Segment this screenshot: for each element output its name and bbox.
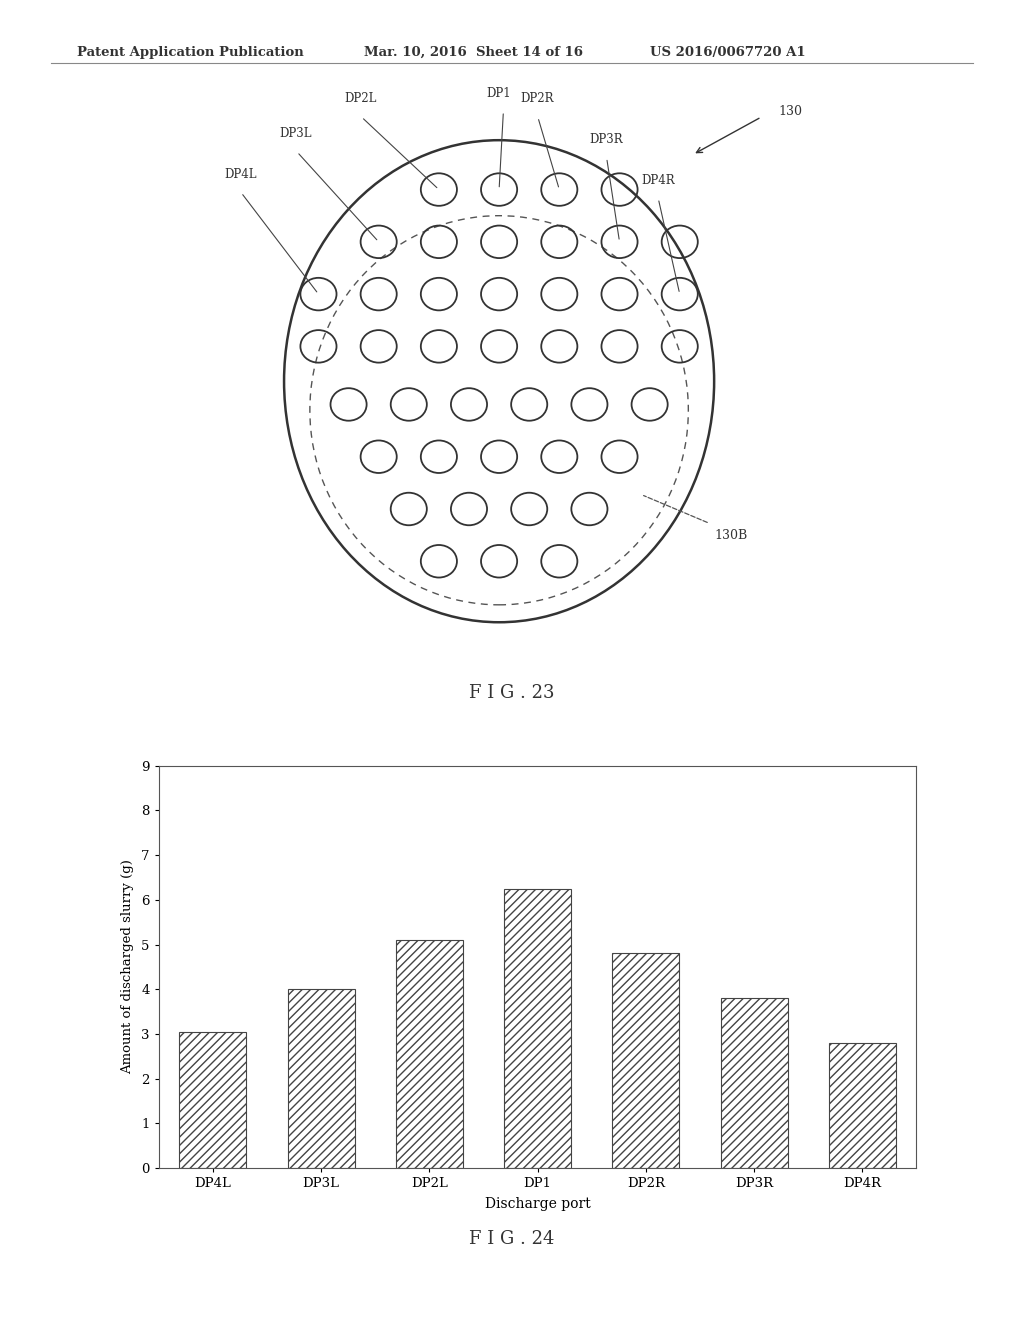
Bar xyxy=(504,888,571,1168)
Bar xyxy=(179,1032,247,1168)
Text: F I G . 24: F I G . 24 xyxy=(469,1230,555,1249)
Text: DP1: DP1 xyxy=(486,87,511,99)
Text: 130: 130 xyxy=(778,104,803,117)
Bar xyxy=(828,1043,896,1168)
Bar xyxy=(288,989,354,1168)
Text: DP2R: DP2R xyxy=(520,92,554,106)
Text: US 2016/0067720 A1: US 2016/0067720 A1 xyxy=(650,46,806,59)
Text: DP4R: DP4R xyxy=(641,174,675,186)
Text: DP4L: DP4L xyxy=(224,168,256,181)
X-axis label: Discharge port: Discharge port xyxy=(484,1197,591,1212)
Bar xyxy=(396,940,463,1168)
Text: F I G . 23: F I G . 23 xyxy=(469,684,555,702)
Bar xyxy=(721,998,787,1168)
Text: Mar. 10, 2016  Sheet 14 of 16: Mar. 10, 2016 Sheet 14 of 16 xyxy=(364,46,583,59)
Text: DP3R: DP3R xyxy=(590,133,623,147)
Text: DP2L: DP2L xyxy=(344,92,377,106)
Text: Patent Application Publication: Patent Application Publication xyxy=(77,46,303,59)
Text: 130B: 130B xyxy=(714,528,748,541)
Y-axis label: Amount of discharged slurry (g): Amount of discharged slurry (g) xyxy=(121,859,134,1074)
Text: DP3L: DP3L xyxy=(280,127,312,140)
Bar xyxy=(612,953,679,1168)
